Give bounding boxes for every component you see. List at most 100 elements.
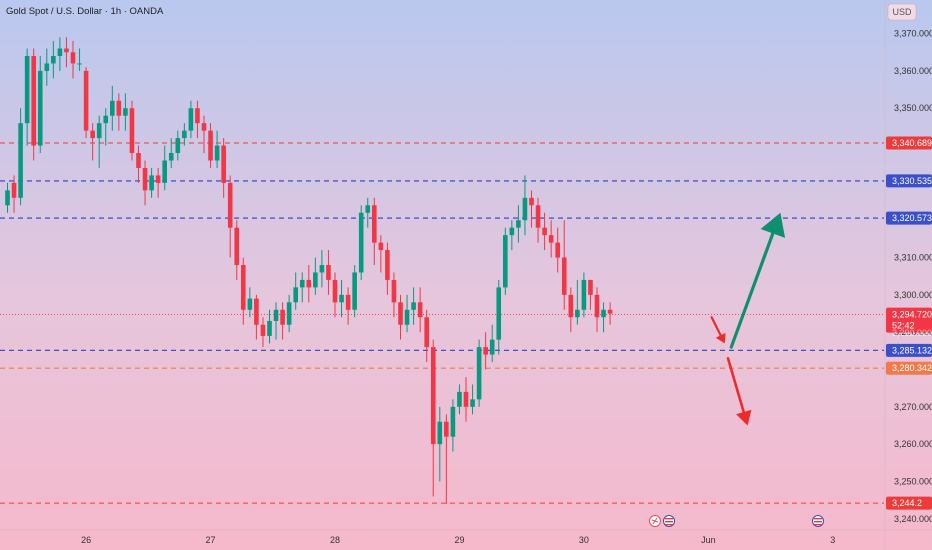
candle-up — [457, 384, 462, 415]
x-tick-label: 26 — [81, 535, 91, 545]
candle-down — [280, 302, 285, 340]
candle-body — [581, 279, 587, 310]
candle-body — [483, 347, 488, 355]
candle-up — [57, 37, 63, 71]
us-flag-icon[interactable] — [812, 515, 824, 527]
candle-body — [326, 265, 331, 280]
y-tick-label: 3,360.000 — [894, 66, 932, 76]
candle-body — [470, 399, 475, 407]
candle-up — [476, 339, 482, 407]
price-tag-red: 3,340.689 — [886, 136, 932, 150]
candle-up — [358, 205, 364, 280]
candle-body — [575, 309, 580, 318]
candle-down — [345, 287, 351, 325]
candle-down — [430, 339, 436, 497]
candle-up — [522, 175, 528, 236]
candle-body — [136, 153, 141, 168]
us-flag-icon[interactable] — [663, 515, 675, 527]
candle-body — [385, 250, 390, 280]
candle-down — [208, 123, 213, 168]
y-tick-label: 3,370.000 — [894, 29, 932, 39]
y-tick-label: 3,270.000 — [894, 402, 932, 412]
candle-down — [155, 167, 161, 198]
candle-up — [411, 287, 416, 325]
y-tick-label: 3,260.000 — [894, 439, 932, 449]
forecast-arrows — [710, 212, 786, 426]
candle-down — [463, 376, 469, 422]
x-tick-label: Jun — [701, 535, 716, 545]
candle-down — [83, 67, 89, 139]
candle-down — [561, 220, 567, 310]
price-tag-label: 3,340.689 — [892, 138, 932, 148]
covered-tick-label: 3,290.000 — [892, 328, 932, 338]
candle-body — [175, 138, 181, 154]
candle-down — [594, 287, 600, 333]
candle-up — [96, 115, 102, 168]
candle-up — [299, 272, 305, 303]
candle-down — [201, 115, 207, 154]
candle-up — [77, 48, 82, 71]
dividend-icon[interactable] — [649, 515, 661, 527]
candle-up — [313, 257, 318, 295]
price-tag-bg — [886, 361, 932, 375]
candle-down — [385, 242, 390, 295]
currency-label: USD — [892, 7, 912, 17]
candle-body — [535, 205, 541, 228]
price-tag-bg — [886, 174, 932, 188]
candle-body — [70, 52, 76, 64]
candle-body — [168, 153, 174, 161]
candle-body — [116, 100, 122, 116]
candle-body — [247, 298, 253, 310]
arrow-down-small — [710, 316, 726, 344]
candle-body — [457, 391, 462, 407]
candle-down — [332, 272, 338, 318]
candle-up — [123, 93, 128, 131]
candle-down — [483, 332, 488, 370]
event-icons[interactable] — [649, 515, 824, 527]
candle-up — [352, 265, 357, 318]
candle-body — [149, 175, 154, 191]
candle-body — [378, 242, 384, 251]
candle-up — [168, 138, 174, 168]
price-tag-label: 3,285.132 — [892, 345, 932, 355]
candle-body — [188, 108, 194, 131]
candle-body — [201, 123, 207, 131]
candle-body — [227, 182, 233, 228]
candle-up — [575, 279, 580, 325]
y-tick-label: 3,350.000 — [894, 103, 932, 113]
candle-body — [18, 123, 23, 198]
candle-body — [398, 302, 403, 325]
candle-up — [37, 55, 43, 154]
candle-up — [24, 48, 30, 146]
candle-up — [293, 272, 298, 310]
candle-body — [496, 287, 502, 340]
candle-down — [444, 414, 449, 504]
candle-body — [254, 298, 259, 325]
candle-body — [57, 48, 63, 56]
candle-up — [175, 130, 181, 161]
currency-button[interactable]: USD — [887, 3, 917, 21]
candle-body — [83, 70, 89, 131]
candle-down — [70, 41, 76, 79]
candle-body — [404, 309, 410, 325]
candle-body — [306, 279, 312, 288]
price-tag-blue: 3,285.132 — [886, 343, 932, 357]
current-price-label: 3,294.720 — [892, 310, 932, 320]
x-tick-label: 30 — [579, 535, 589, 545]
price-tag-red: 3,244.2 — [886, 496, 932, 510]
candle-down — [398, 294, 403, 340]
chart-title: Gold Spot / U.S. Dollar · 1h · OANDA — [6, 6, 164, 17]
candle-down — [136, 145, 141, 183]
candle-down — [129, 100, 135, 161]
candle-up — [503, 227, 508, 295]
candle-body — [221, 145, 226, 183]
candle-body — [24, 55, 30, 124]
candle-up — [319, 250, 325, 288]
candle-body — [299, 279, 305, 288]
y-tick-label: 3,300.000 — [894, 290, 932, 300]
candle-body — [110, 100, 115, 116]
candle-body — [51, 55, 56, 64]
